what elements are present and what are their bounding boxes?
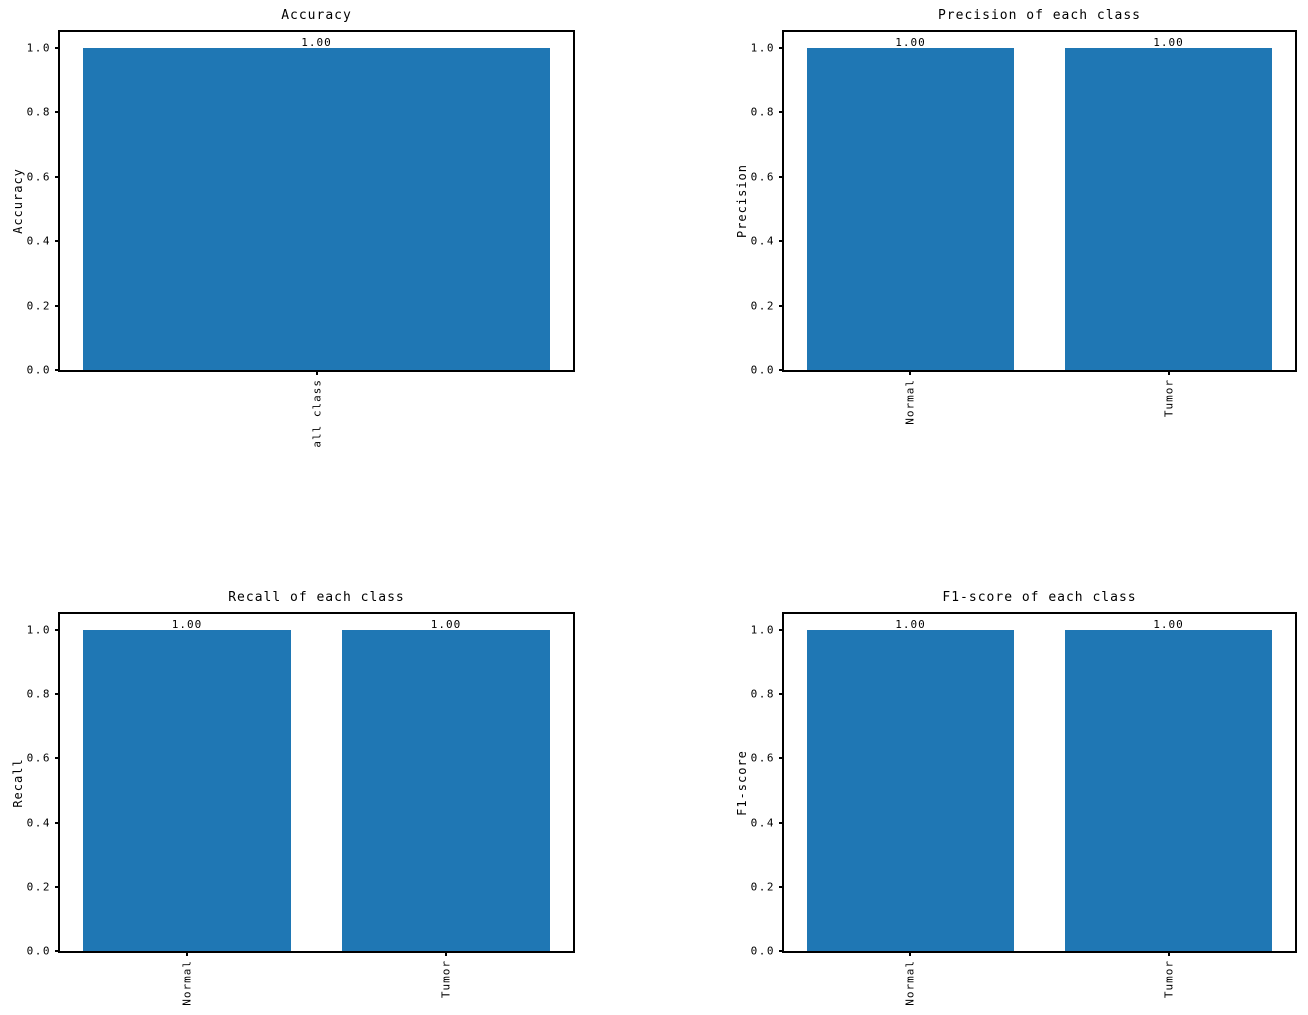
- bar: [807, 630, 1014, 951]
- x-tick-label: all class: [310, 379, 323, 448]
- y-tick-label: 0.2: [26, 299, 51, 313]
- y-tick: [779, 693, 784, 696]
- axes: 0.0 0.2 0.4 0.6 0.8 1.0 1.00 Normal 1.00 Tumor: [751, 612, 1297, 1006]
- y-tick: [779, 47, 784, 50]
- y-tick: [55, 175, 60, 178]
- subplot-precision: 0.0 0.2 0.4 0.6 0.8 1.0 1.00 Normal 1.00 Tumor Pr…: [735, 8, 1297, 425]
- y-axis-label: Accuracy: [11, 168, 25, 234]
- bar-value-label: 1.00: [1153, 618, 1184, 632]
- y-tick-label: 0.2: [750, 880, 775, 894]
- y-tick: [779, 885, 784, 888]
- y-tick: [779, 629, 784, 632]
- y-tick: [55, 821, 60, 824]
- axes: 0.0 0.2 0.4 0.6 0.8 1.0 1.00 Normal 1.00 Tumor: [751, 30, 1297, 425]
- x-tick: [1167, 951, 1170, 956]
- y-tick-label: 1.0: [750, 41, 775, 55]
- y-tick-label: 0.0: [750, 944, 775, 958]
- bar-value-label: 1.00: [895, 36, 926, 50]
- bar-value-label: 1.00: [171, 618, 203, 632]
- y-tick: [55, 111, 60, 114]
- x-tick: [909, 951, 912, 956]
- bar: [1065, 48, 1272, 370]
- y-tick-label: 0.6: [26, 751, 51, 765]
- y-axis-label: F1-score: [735, 749, 749, 816]
- y-tick: [779, 111, 784, 114]
- x-tick-label: Tumor: [1162, 379, 1176, 418]
- y-tick: [55, 304, 60, 307]
- y-tick-label: 1.0: [750, 623, 775, 637]
- x-tick-label: Tumor: [439, 960, 453, 999]
- y-tick-label: 0.4: [26, 234, 51, 248]
- x-tick: [315, 370, 318, 375]
- y-tick-label: 0.2: [26, 880, 51, 894]
- y-tick: [779, 304, 784, 307]
- bar-value-label: 1.00: [1153, 36, 1184, 50]
- y-tick: [55, 240, 60, 243]
- y-tick-label: 0.0: [750, 363, 775, 377]
- bar: [83, 630, 291, 951]
- bar: [807, 48, 1014, 370]
- y-tick-label: 0.8: [26, 687, 51, 701]
- chart-title: Precision of each class: [937, 8, 1141, 24]
- y-tick-label: 0.2: [750, 299, 775, 313]
- y-tick-label: 0.8: [750, 687, 775, 701]
- y-tick-label: 0.8: [750, 105, 775, 119]
- y-axis-label: Recall: [11, 757, 25, 808]
- y-tick: [55, 693, 60, 696]
- chart-title: Recall of each class: [228, 590, 405, 606]
- y-tick-label: 1.0: [26, 623, 51, 637]
- y-tick: [55, 950, 60, 952]
- y-tick-label: 0.4: [26, 816, 51, 830]
- y-tick: [779, 950, 784, 952]
- bar: [342, 630, 550, 951]
- y-tick-label: 0.6: [750, 751, 775, 765]
- y-tick: [779, 175, 784, 178]
- y-tick: [55, 47, 60, 50]
- x-tick: [185, 951, 188, 956]
- x-tick: [909, 370, 912, 375]
- chart-title: Accuracy: [281, 8, 352, 24]
- y-tick-label: 0.4: [750, 816, 775, 830]
- y-tick: [55, 629, 60, 632]
- y-tick-label: 0.0: [26, 944, 51, 958]
- y-tick-label: 0.8: [26, 105, 51, 119]
- bar-value-label: 1.00: [430, 618, 462, 632]
- chart-title: F1-score of each class: [942, 590, 1137, 606]
- y-axis-label: Precision: [735, 163, 749, 239]
- y-tick: [779, 369, 784, 371]
- x-tick-label: Normal: [903, 379, 917, 425]
- y-tick-label: 0.6: [26, 170, 51, 184]
- y-tick-label: 0.6: [750, 170, 775, 184]
- y-tick: [779, 821, 784, 824]
- axes: 0.0 0.2 0.4 0.6 0.8 1.0 1.00 Normal 1.00 Tumor: [27, 612, 575, 1006]
- x-tick: [445, 951, 448, 956]
- bar: [1065, 630, 1272, 951]
- x-tick-label: Tumor: [1162, 960, 1176, 999]
- y-tick: [779, 757, 784, 760]
- x-tick-label: Normal: [180, 960, 194, 1006]
- y-tick: [779, 240, 784, 243]
- x-tick-label: Normal: [903, 960, 917, 1006]
- y-tick: [55, 885, 60, 888]
- bar-value-label: 1.00: [895, 618, 926, 632]
- y-tick-label: 0.4: [750, 234, 775, 248]
- subplot-accuracy: 0.0 0.2 0.4 0.6 0.8 1.0 1.00 all class Accuracy…: [11, 8, 575, 448]
- y-tick: [55, 369, 60, 371]
- bar-value-label: 1.00: [301, 36, 332, 50]
- subplot-recall: 0.0 0.2 0.4 0.6 0.8 1.0 1.00 Normal 1.00 Tumor Re…: [11, 590, 575, 1006]
- y-tick: [55, 757, 60, 760]
- subplot-f1-score: 0.0 0.2 0.4 0.6 0.8 1.0 1.00 Normal 1.00 Tumor F1…: [735, 590, 1297, 1006]
- y-tick-label: 1.0: [26, 41, 51, 55]
- y-tick-label: 0.0: [26, 363, 51, 377]
- axes: 0.0 0.2 0.4 0.6 0.8 1.0 1.00 all class: [27, 30, 575, 448]
- x-tick: [1167, 370, 1170, 375]
- bar: [83, 48, 550, 370]
